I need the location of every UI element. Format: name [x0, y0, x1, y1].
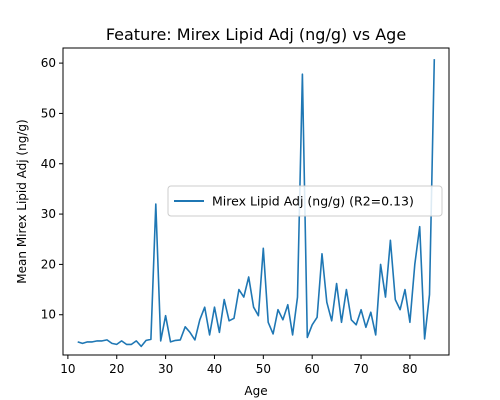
y-tick-label: 10 — [41, 308, 56, 322]
y-tick-label: 50 — [41, 106, 56, 120]
y-axis-label: Mean Mirex Lipid Adj (ng/g) — [15, 119, 29, 283]
plot-area — [77, 59, 436, 348]
y-axis: 10 20 30 40 50 60 — [41, 56, 63, 322]
x-tick-label: 80 — [402, 362, 417, 376]
x-tick-label: 40 — [207, 362, 222, 376]
plot-frame — [62, 47, 450, 356]
legend: Mirex Lipid Adj (ng/g) (R2=0.13) — [167, 185, 443, 217]
y-tick-label: 30 — [41, 207, 56, 221]
y-tick-label: 60 — [41, 56, 56, 70]
x-tick-label: 60 — [305, 362, 320, 376]
legend-label: Mirex Lipid Adj (ng/g) (R2=0.13) — [212, 194, 414, 209]
x-tick-label: 20 — [109, 362, 124, 376]
chart-title: Feature: Mirex Lipid Adj (ng/g) vs Age — [106, 25, 406, 44]
x-tick-label: 50 — [256, 362, 271, 376]
x-tick-label: 10 — [60, 362, 75, 376]
legend-box — [167, 185, 443, 217]
y-tick-label: 20 — [41, 257, 56, 271]
x-axis: 10 20 30 40 50 60 70 80 — [60, 355, 418, 376]
x-tick-label: 30 — [158, 362, 173, 376]
x-axis-label: Age — [244, 384, 267, 398]
series-line-0 — [77, 59, 436, 348]
y-tick-label: 40 — [41, 157, 56, 171]
x-tick-label: 70 — [353, 362, 368, 376]
